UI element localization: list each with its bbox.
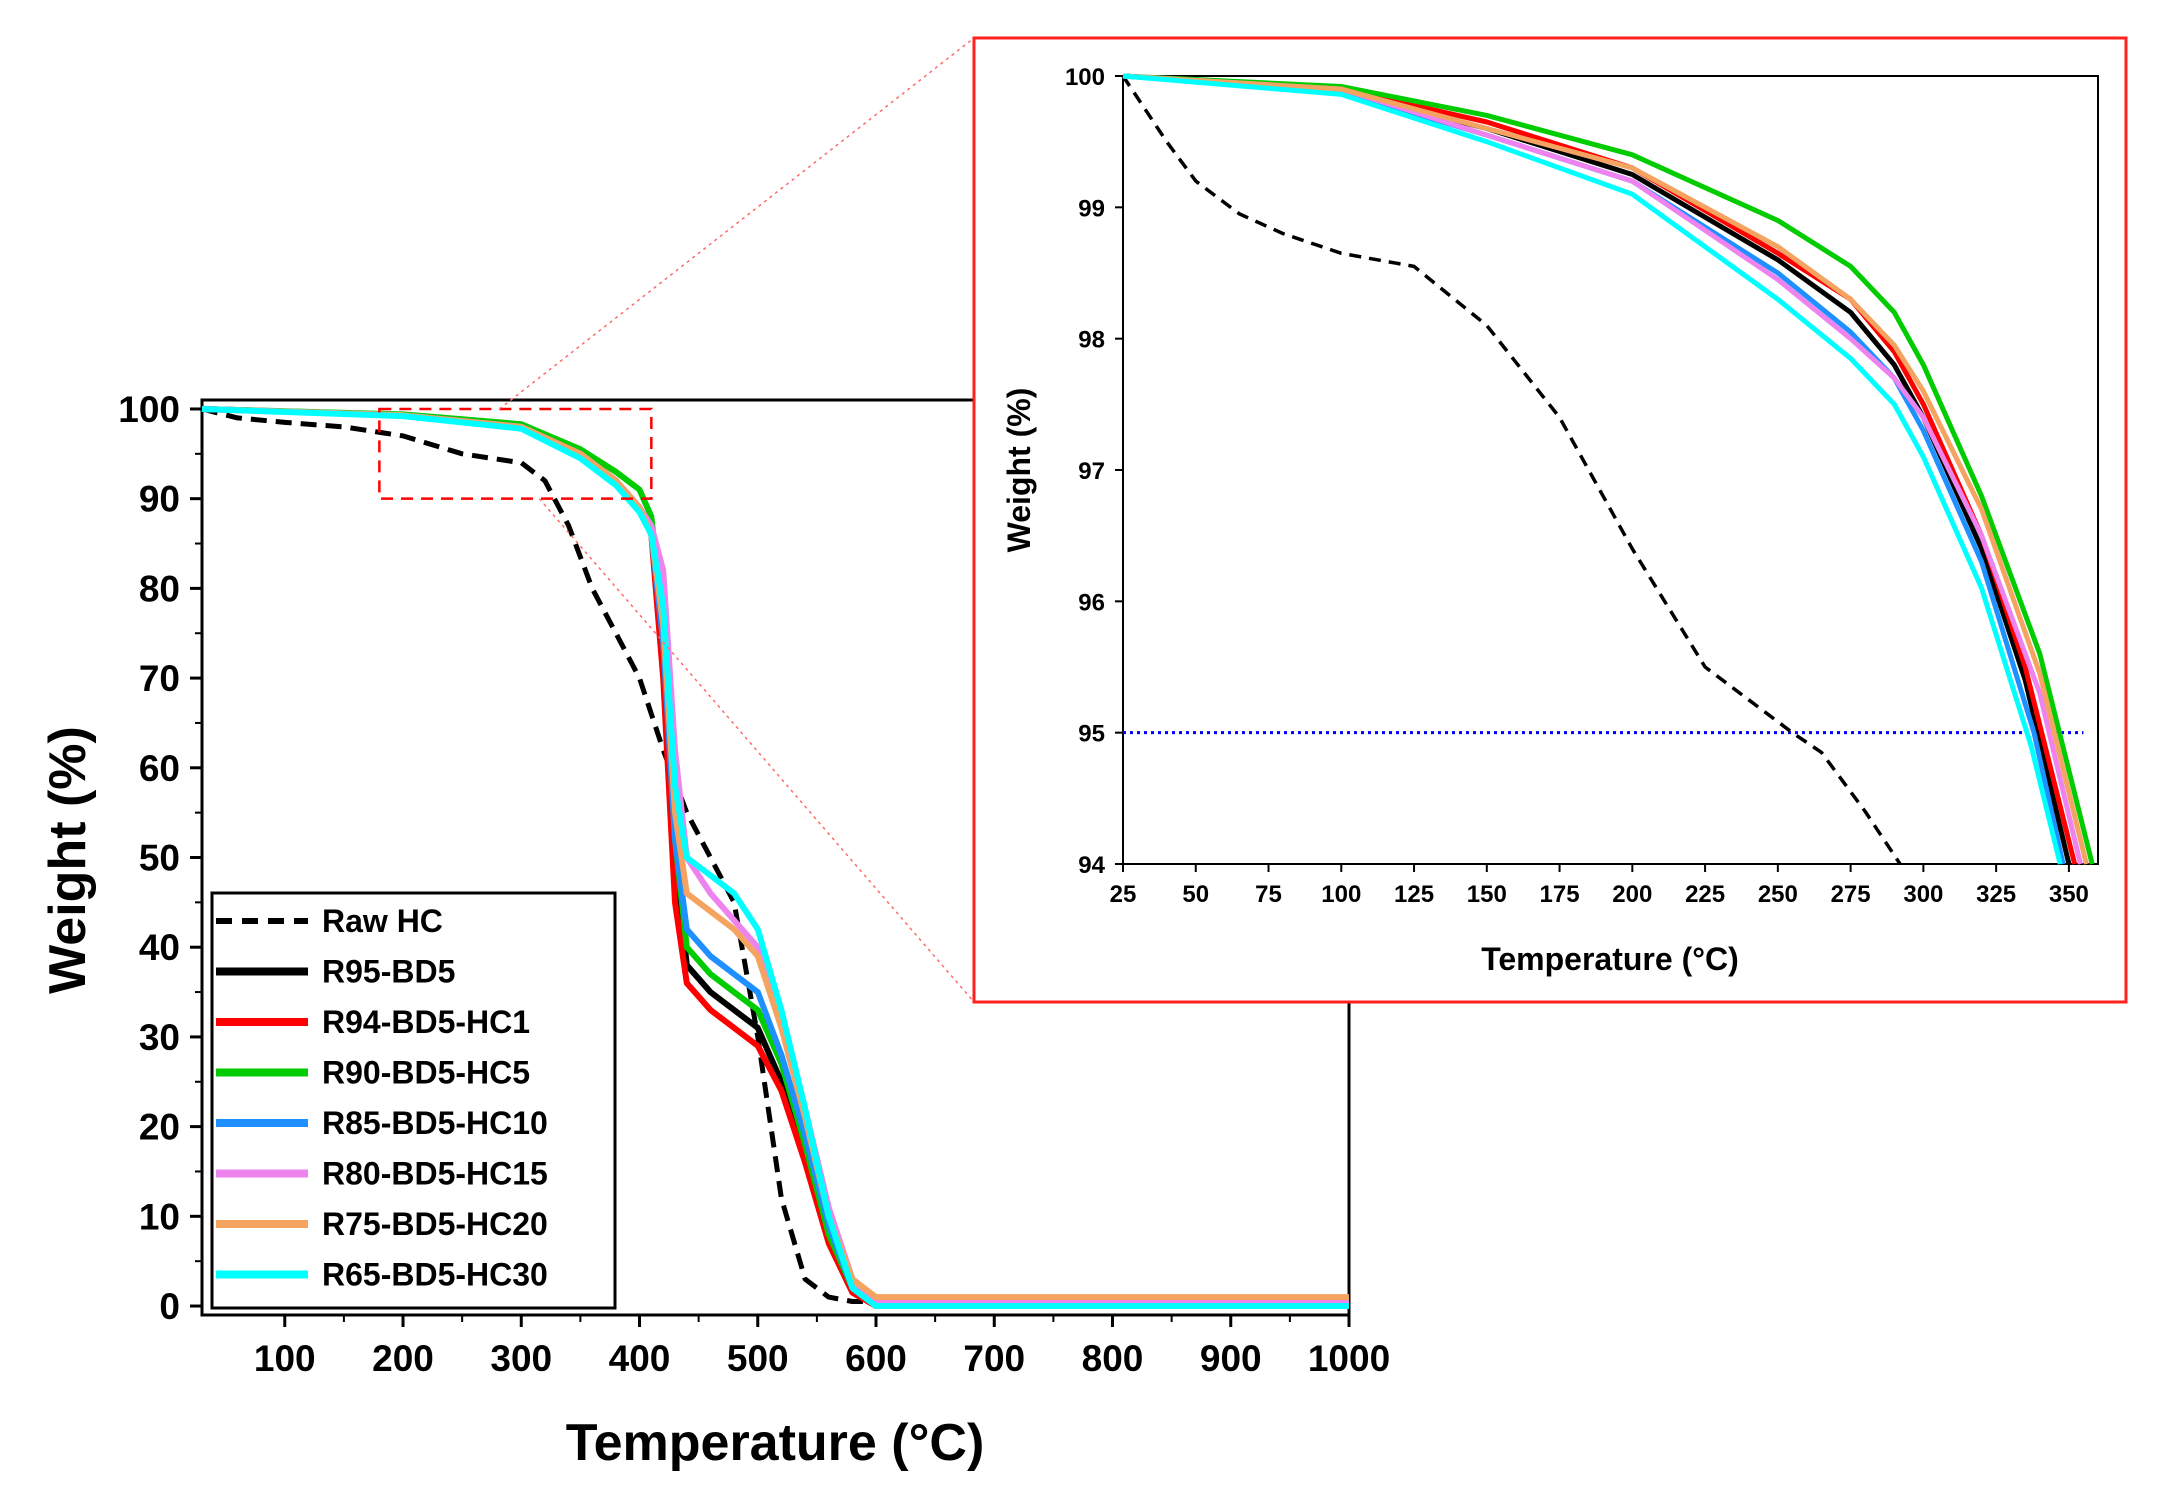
legend-label: R75-BD5-HC20: [322, 1206, 548, 1242]
main-y-tick-label: 60: [139, 748, 180, 789]
inset-x-tick-label: 100: [1321, 881, 1361, 908]
inset-border: [972, 36, 2128, 1004]
inset-axis-ticks: 25 50 75 100 125 150 175 200 225 250 275 300 325 350 9…: [1065, 64, 2089, 908]
legend-label: R80-BD5-HC15: [322, 1156, 548, 1192]
inset-x-tick-label: 25: [1110, 881, 1137, 908]
main-y-tick-label: 90: [139, 479, 180, 520]
inset-y-tick-label: 98: [1078, 327, 1105, 354]
inset-y-tick-label: 96: [1078, 589, 1105, 616]
inset-x-tick-label: 200: [1612, 881, 1652, 908]
inset-x-tick-label: 175: [1540, 881, 1580, 908]
legend-label: R90-BD5-HC5: [322, 1055, 530, 1091]
inset-series-r75-bd5-hc20: [1122, 73, 2089, 865]
main-y-tick-label: 50: [139, 838, 180, 879]
inset-x-tick-label: 225: [1685, 881, 1725, 908]
inset-x-tick-label: 50: [1182, 881, 1209, 908]
inset-x-tick-label: 275: [1831, 881, 1871, 908]
inset-x-tick-label: 350: [2049, 881, 2089, 908]
inset-y-tick-label: 94: [1078, 852, 1105, 879]
inset-zoom-panel: 25 50 75 100 125 150 175 200 225 250 275 300 325 350 9…: [972, 36, 2128, 1004]
inset-x-tick-label: 75: [1255, 881, 1282, 908]
inset-series-r65-bd5-hc30: [1122, 73, 2063, 865]
inset-y-tick-label: 97: [1078, 458, 1105, 485]
inset-series-r80-bd5-hc15: [1122, 73, 2083, 865]
main-x-tick-label: 1000: [1308, 1338, 1390, 1379]
main-plot: 100 200 300 400 500 600 700 800 900 1000 0 10 20 30 40…: [39, 389, 1390, 1472]
main-x-tick-label: 200: [372, 1338, 434, 1379]
main-series-r65-bd5-hc30: [201, 406, 1349, 1309]
main-series-group: [201, 406, 1349, 1309]
main-axis-ticks: 100 200 300 400 500 600 700 800 900 1000 0 10 20 30 40…: [118, 389, 1390, 1379]
inset-series-r90-bd5-hc5: [1122, 73, 2095, 865]
main-x-tick-label: 600: [845, 1338, 907, 1379]
main-x-tick-label: 100: [254, 1338, 316, 1379]
main-x-tick-label: 500: [727, 1338, 789, 1379]
main-y-tick-label: 100: [118, 389, 180, 430]
main-y-tick-label: 0: [159, 1286, 180, 1327]
main-series-r90-bd5-hc5: [201, 406, 1349, 1309]
legend-label: R94-BD5-HC1: [322, 1004, 530, 1040]
main-x-axis-title: Temperature (°C): [566, 1414, 985, 1472]
main-x-tick-label: 700: [963, 1338, 1025, 1379]
inset-y-tick-label: 100: [1065, 64, 1105, 91]
inset-x-tick-label: 150: [1467, 881, 1507, 908]
legend-label: R95-BD5: [322, 954, 455, 990]
inset-x-tick-label: 250: [1758, 881, 1798, 908]
main-y-tick-label: 30: [139, 1017, 180, 1058]
inset-x-tick-label: 300: [1903, 881, 1943, 908]
main-y-tick-label: 40: [139, 927, 180, 968]
main-y-tick-label: 80: [139, 568, 180, 609]
inset-x-tick-label: 125: [1394, 881, 1434, 908]
legend-label: Raw HC: [322, 903, 443, 939]
legend: Raw HC R95-BD5 R94-BD5-HC1 R90-BD5-HC5 R85-B…: [210, 891, 617, 1310]
main-series-raw-hc: [201, 406, 1349, 1304]
inset-series-group: [1121, 73, 2095, 865]
inset-x-tick-label: 325: [1976, 881, 2016, 908]
main-y-tick-label: 70: [139, 658, 180, 699]
zoom-connector-bottom: [538, 498, 975, 1003]
inset-y-tick-label: 99: [1078, 195, 1105, 222]
main-y-tick-label: 10: [139, 1196, 180, 1237]
zoom-connector-top: [498, 37, 975, 410]
main-x-tick-label: 400: [609, 1338, 671, 1379]
main-y-axis-title: Weight (%): [39, 726, 97, 994]
inset-x-axis-title: Temperature (°C): [1481, 941, 1739, 977]
main-x-tick-label: 300: [490, 1338, 552, 1379]
main-x-tick-label: 800: [1082, 1338, 1144, 1379]
legend-label: R85-BD5-HC10: [322, 1105, 548, 1141]
main-x-tick-label: 900: [1200, 1338, 1262, 1379]
inset-y-tick-label: 95: [1078, 721, 1105, 748]
legend-label: R65-BD5-HC30: [322, 1257, 548, 1293]
main-y-tick-label: 20: [139, 1107, 180, 1148]
inset-y-axis-title: Weight (%): [1001, 388, 1037, 553]
legend-frame: [210, 891, 617, 1310]
